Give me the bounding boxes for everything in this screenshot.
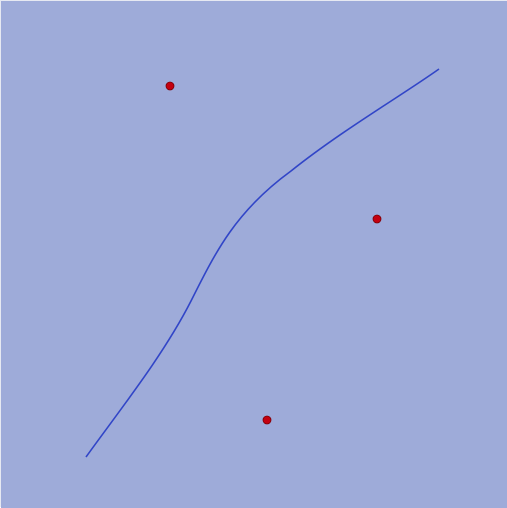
control-point-a[interactable] bbox=[165, 81, 175, 91]
control-point-c[interactable] bbox=[262, 415, 272, 425]
control-points-layer bbox=[165, 81, 382, 425]
control-point-b[interactable] bbox=[372, 214, 382, 224]
spline-curve[interactable] bbox=[85, 68, 440, 458]
